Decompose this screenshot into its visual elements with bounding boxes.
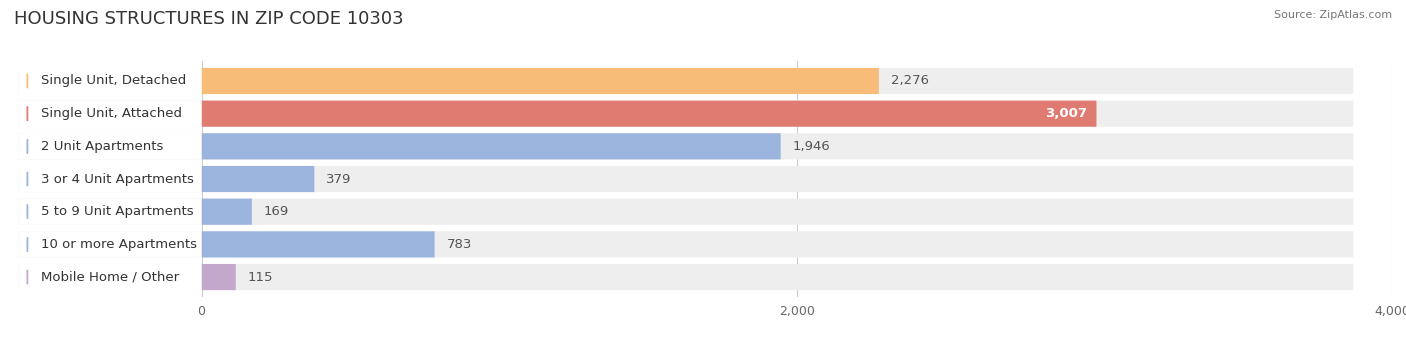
FancyBboxPatch shape [18,231,201,257]
Text: Source: ZipAtlas.com: Source: ZipAtlas.com [1274,10,1392,20]
Text: Single Unit, Attached: Single Unit, Attached [41,107,181,120]
FancyBboxPatch shape [18,166,1353,192]
Text: Single Unit, Detached: Single Unit, Detached [41,74,186,88]
Text: HOUSING STRUCTURES IN ZIP CODE 10303: HOUSING STRUCTURES IN ZIP CODE 10303 [14,10,404,28]
FancyBboxPatch shape [18,264,201,290]
FancyBboxPatch shape [18,198,201,225]
Text: 115: 115 [247,270,273,284]
FancyBboxPatch shape [201,101,1097,127]
FancyBboxPatch shape [18,101,1353,127]
Text: 5 to 9 Unit Apartments: 5 to 9 Unit Apartments [41,205,194,218]
FancyBboxPatch shape [18,68,201,94]
Text: 10 or more Apartments: 10 or more Apartments [41,238,197,251]
FancyBboxPatch shape [18,101,201,127]
Text: 783: 783 [447,238,472,251]
Text: 1,946: 1,946 [793,140,831,153]
FancyBboxPatch shape [201,133,780,159]
FancyBboxPatch shape [201,264,236,290]
FancyBboxPatch shape [18,264,1353,290]
Text: 3,007: 3,007 [1046,107,1087,120]
Text: 379: 379 [326,173,352,186]
FancyBboxPatch shape [201,166,315,192]
FancyBboxPatch shape [18,198,1353,225]
FancyBboxPatch shape [201,68,879,94]
FancyBboxPatch shape [18,133,201,159]
FancyBboxPatch shape [201,231,434,257]
FancyBboxPatch shape [18,231,1353,257]
Text: Mobile Home / Other: Mobile Home / Other [41,270,179,284]
FancyBboxPatch shape [18,68,1353,94]
FancyBboxPatch shape [201,198,252,225]
Text: 2,276: 2,276 [891,74,929,88]
FancyBboxPatch shape [18,133,1353,159]
Text: 2 Unit Apartments: 2 Unit Apartments [41,140,163,153]
FancyBboxPatch shape [18,166,201,192]
Text: 169: 169 [264,205,290,218]
Text: 3 or 4 Unit Apartments: 3 or 4 Unit Apartments [41,173,194,186]
